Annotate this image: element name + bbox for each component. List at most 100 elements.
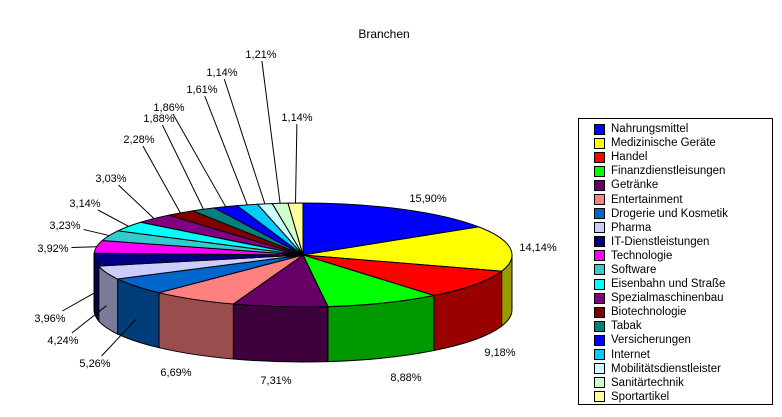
legend-label: Tabak — [611, 320, 642, 333]
pie-slice-finanzdienstleisungen[interactable] — [302, 254, 435, 308]
slice-percent-label-nahrungsmittel: 15,90% — [409, 193, 447, 205]
pie-slice-handel[interactable] — [302, 254, 503, 297]
legend-item-handel[interactable]: Handel — [594, 150, 772, 164]
legend-label: Sanitärtechnik — [611, 376, 684, 389]
legend-label: Eisenbahn und Straße — [611, 278, 726, 291]
slice-percent-label-handel: 9,18% — [484, 347, 515, 359]
legend-label: Spezialmaschinenbau — [611, 292, 724, 305]
legend-swatch-entertainment — [594, 194, 605, 206]
slice-percent-label-getränke: 7,31% — [260, 375, 291, 387]
legend-item-software[interactable]: Software — [594, 263, 772, 277]
legend: Nahrungsmittel Medizinische Geräte Handel F… — [578, 118, 773, 405]
legend-label: Mobilitätsdienstleister — [611, 362, 721, 375]
legend-label: IT-Dienstleistungen — [611, 235, 710, 248]
legend-swatch-sportartikel — [594, 391, 605, 403]
leader-line-drogerie-und-kosmetik — [101, 318, 137, 357]
leader-line-spezialmaschinenbau — [118, 184, 155, 219]
legend-label: Pharma — [611, 221, 652, 234]
legend-item-finanzdienstleisungen[interactable]: Finanzdienstleisungen — [594, 164, 772, 178]
slice-percent-label-medizinische-geräte: 14,14% — [519, 242, 557, 254]
legend-item-getränke[interactable]: Getränke — [594, 178, 772, 192]
legend-item-it-dienstleistungen[interactable]: IT-Dienstleistungen — [594, 235, 772, 249]
legend-swatch-it-dienstleistungen — [594, 236, 605, 248]
leader-line-technologie — [71, 246, 97, 248]
legend-label: Biotechnologie — [611, 306, 687, 319]
legend-item-drogerie-und-kosmetik[interactable]: Drogerie und Kosmetik — [594, 207, 772, 221]
legend-item-internet[interactable]: Internet — [594, 348, 772, 362]
pie-slice-nahrungsmittel[interactable] — [302, 202, 481, 256]
legend-swatch-technologie — [594, 250, 605, 262]
leader-line-sportartikel — [295, 123, 298, 204]
slice-percent-label-biotechnologie: 2,28% — [123, 134, 154, 146]
leader-line-software — [83, 228, 110, 237]
slice-percent-label-finanzdienstleisungen: 8,88% — [390, 372, 421, 384]
leader-line-internet — [204, 95, 248, 206]
legend-item-technologie[interactable]: Technologie — [594, 249, 772, 263]
legend-item-versicherungen[interactable]: Versicherungen — [594, 333, 772, 347]
slice-percent-label-drogerie-und-kosmetik: 5,26% — [79, 358, 110, 370]
slice-percent-label-mobilitätsdienstleister: 1,14% — [206, 67, 237, 79]
legend-item-medizinische-geräte[interactable]: Medizinische Geräte — [594, 136, 772, 150]
slice-percent-label-spezialmaschinenbau: 3,03% — [95, 173, 126, 185]
leader-line-mobilitätsdienstleister — [223, 78, 266, 205]
legend-swatch-tabak — [594, 320, 605, 332]
legend-item-biotechnologie[interactable]: Biotechnologie — [594, 305, 772, 319]
legend-label: Internet — [611, 348, 650, 361]
legend-swatch-medizinische-geräte — [594, 137, 605, 149]
pie-slice-side-getränke — [232, 303, 329, 363]
legend-label: Handel — [611, 151, 648, 164]
legend-swatch-pharma — [594, 222, 605, 234]
slice-percent-label-it-dienstleistungen: 3,96% — [34, 313, 65, 325]
legend-label: Entertainment — [611, 193, 683, 206]
slice-percent-label-sportartikel: 1,14% — [281, 112, 312, 124]
legend-item-spezialmaschinenbau[interactable]: Spezialmaschinenbau — [594, 291, 772, 305]
leader-line-eisenbahn-und-straße — [97, 209, 129, 227]
slice-percent-label-pharma: 4,24% — [47, 335, 78, 347]
pie-slice-medizinische-geräte[interactable] — [302, 226, 513, 272]
legend-label: Sportartikel — [611, 390, 670, 403]
legend-item-sportartikel[interactable]: Sportartikel — [594, 390, 772, 404]
leader-line-pharma — [71, 305, 107, 334]
legend-swatch-sanitärtechnik — [594, 377, 605, 389]
legend-label: Finanzdienstleisungen — [611, 165, 726, 178]
slice-percent-label-sanitärtechnik: 1,21% — [245, 49, 276, 61]
legend-label: Technologie — [611, 249, 673, 262]
legend-swatch-handel — [594, 151, 605, 163]
legend-swatch-spezialmaschinenbau — [594, 292, 605, 304]
legend-label: Drogerie und Kosmetik — [611, 207, 728, 220]
leader-line-tabak — [161, 124, 204, 210]
legend-swatch-getränke — [594, 179, 605, 191]
legend-label: Medizinische Geräte — [611, 137, 716, 150]
leader-line-biotechnologie — [142, 145, 181, 214]
slice-percent-label-entertainment: 6,69% — [160, 367, 191, 379]
legend-item-pharma[interactable]: Pharma — [594, 221, 772, 235]
slice-percent-label-eisenbahn-und-straße: 3,14% — [69, 198, 100, 210]
legend-swatch-internet — [594, 349, 605, 361]
legend-label: Getränke — [611, 179, 659, 192]
legend-item-eisenbahn-und-straße[interactable]: Eisenbahn und Straße — [594, 277, 772, 291]
chart-title: Branchen — [358, 27, 410, 41]
legend-swatch-versicherungen — [594, 334, 605, 346]
legend-item-tabak[interactable]: Tabak — [594, 319, 772, 333]
legend-item-nahrungsmittel[interactable]: Nahrungsmittel — [594, 122, 772, 136]
leader-line-sanitärtechnik — [261, 60, 281, 204]
legend-item-entertainment[interactable]: Entertainment — [594, 192, 772, 206]
legend-label: Nahrungsmittel — [611, 123, 689, 136]
leader-line-versicherungen — [172, 113, 227, 207]
slice-percent-label-software: 3,23% — [49, 220, 80, 232]
slice-percent-label-tabak: 1,88% — [143, 113, 174, 125]
legend-label: Software — [611, 263, 657, 276]
slice-percent-label-technologie: 3,92% — [37, 243, 68, 255]
legend-swatch-eisenbahn-und-straße — [594, 278, 605, 290]
slice-percent-label-versicherungen: 1,86% — [153, 102, 184, 114]
legend-item-sanitärtechnik[interactable]: Sanitärtechnik — [594, 376, 772, 390]
legend-swatch-biotechnologie — [594, 306, 605, 318]
legend-swatch-drogerie-und-kosmetik — [594, 208, 605, 220]
legend-swatch-nahrungsmittel — [594, 123, 605, 135]
legend-swatch-mobilitätsdienstleister — [594, 363, 605, 375]
legend-swatch-finanzdienstleisungen — [594, 165, 605, 177]
legend-label: Versicherungen — [611, 334, 691, 347]
legend-item-mobilitätsdienstleister[interactable]: Mobilitätsdienstleister — [594, 362, 772, 376]
